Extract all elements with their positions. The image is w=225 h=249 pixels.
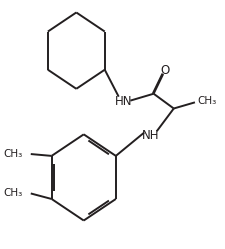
Text: CH₃: CH₃ (3, 149, 22, 159)
Text: CH₃: CH₃ (196, 96, 215, 106)
Text: NH: NH (141, 129, 158, 142)
Text: HN: HN (115, 95, 132, 108)
Text: O: O (160, 64, 169, 77)
Text: CH₃: CH₃ (3, 188, 22, 198)
